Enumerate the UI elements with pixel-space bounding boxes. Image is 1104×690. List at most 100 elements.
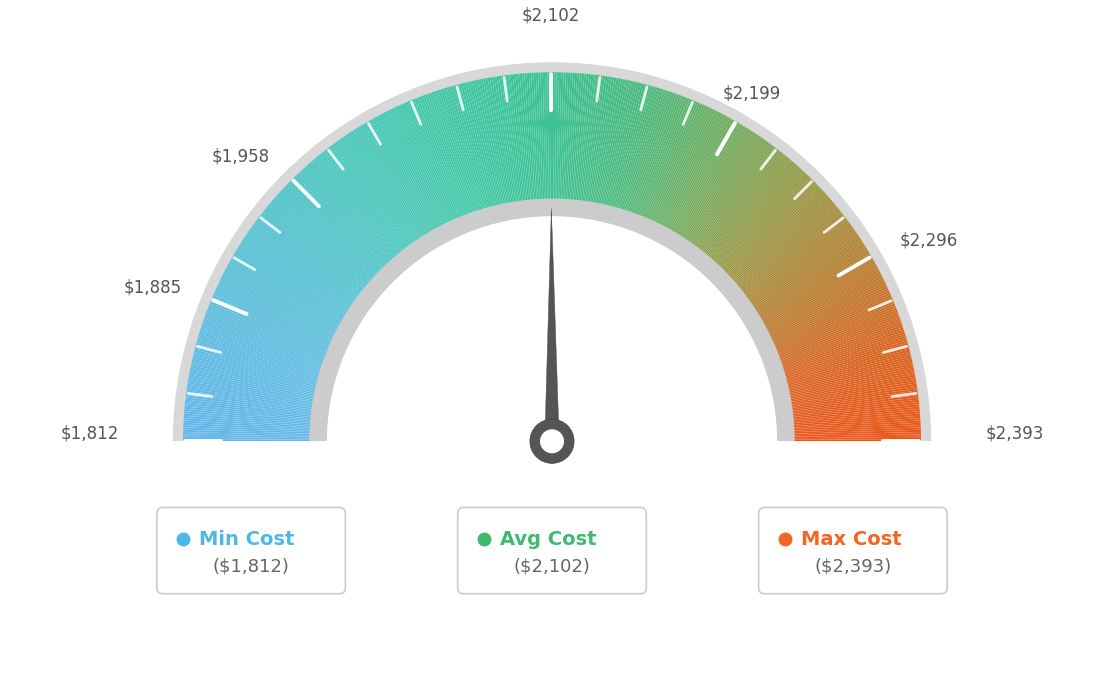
- Wedge shape: [358, 126, 427, 237]
- Wedge shape: [357, 127, 425, 237]
- Wedge shape: [535, 72, 543, 201]
- Wedge shape: [254, 222, 358, 299]
- Wedge shape: [611, 83, 644, 208]
- Wedge shape: [683, 132, 755, 241]
- Wedge shape: [380, 113, 442, 228]
- Wedge shape: [315, 157, 399, 257]
- Wedge shape: [765, 270, 880, 331]
- Wedge shape: [785, 347, 910, 382]
- Wedge shape: [344, 135, 418, 242]
- Wedge shape: [212, 295, 331, 347]
- Wedge shape: [736, 204, 837, 288]
- Wedge shape: [376, 116, 438, 230]
- Wedge shape: [726, 187, 821, 277]
- Wedge shape: [714, 169, 803, 265]
- Wedge shape: [646, 101, 699, 220]
- Wedge shape: [565, 73, 575, 201]
- Wedge shape: [187, 388, 314, 408]
- Wedge shape: [590, 77, 612, 204]
- Wedge shape: [778, 316, 900, 361]
- Text: ($2,102): ($2,102): [513, 558, 591, 576]
- Wedge shape: [664, 115, 725, 229]
- Wedge shape: [793, 420, 921, 429]
- Wedge shape: [347, 133, 420, 242]
- Wedge shape: [577, 75, 594, 202]
- Wedge shape: [563, 72, 571, 201]
- Wedge shape: [212, 297, 330, 348]
- Wedge shape: [778, 314, 900, 359]
- Wedge shape: [620, 88, 659, 211]
- Wedge shape: [730, 192, 826, 280]
- Wedge shape: [741, 213, 843, 294]
- Wedge shape: [622, 88, 661, 211]
- Wedge shape: [234, 251, 346, 319]
- Wedge shape: [173, 62, 931, 442]
- Wedge shape: [789, 379, 916, 402]
- Wedge shape: [769, 284, 887, 340]
- Wedge shape: [295, 175, 385, 269]
- Wedge shape: [414, 98, 464, 218]
- Wedge shape: [209, 304, 329, 353]
- Wedge shape: [194, 350, 319, 383]
- Text: $2,296: $2,296: [900, 231, 957, 249]
- Wedge shape: [270, 201, 370, 286]
- Wedge shape: [231, 257, 343, 323]
- Wedge shape: [520, 73, 532, 201]
- Wedge shape: [712, 166, 799, 263]
- Wedge shape: [222, 274, 338, 333]
- Wedge shape: [707, 159, 790, 258]
- Wedge shape: [612, 83, 646, 208]
- Wedge shape: [602, 80, 630, 206]
- Wedge shape: [445, 88, 484, 211]
- Wedge shape: [781, 325, 903, 367]
- Wedge shape: [682, 131, 754, 239]
- Wedge shape: [485, 78, 510, 204]
- Wedge shape: [783, 336, 906, 374]
- Wedge shape: [640, 98, 690, 218]
- Wedge shape: [240, 244, 349, 313]
- Wedge shape: [193, 354, 318, 386]
- Wedge shape: [660, 111, 720, 227]
- Wedge shape: [552, 72, 554, 201]
- Wedge shape: [731, 194, 827, 281]
- Wedge shape: [191, 361, 317, 391]
- Wedge shape: [588, 77, 609, 204]
- Wedge shape: [301, 169, 390, 265]
- Wedge shape: [432, 92, 475, 214]
- Wedge shape: [440, 89, 480, 212]
- Wedge shape: [232, 255, 344, 322]
- Wedge shape: [317, 155, 400, 256]
- Wedge shape: [265, 208, 365, 290]
- Wedge shape: [756, 246, 866, 315]
- Wedge shape: [686, 135, 760, 242]
- Wedge shape: [183, 425, 311, 432]
- Text: $2,393: $2,393: [985, 424, 1043, 442]
- Wedge shape: [267, 204, 368, 288]
- Wedge shape: [471, 81, 501, 206]
- Wedge shape: [360, 125, 428, 236]
- Wedge shape: [790, 395, 919, 413]
- Wedge shape: [183, 423, 311, 431]
- Wedge shape: [298, 172, 388, 267]
- Wedge shape: [666, 116, 728, 230]
- Wedge shape: [775, 304, 895, 353]
- Wedge shape: [786, 356, 912, 387]
- Wedge shape: [463, 83, 495, 208]
- Text: $2,102: $2,102: [522, 6, 580, 24]
- Wedge shape: [274, 197, 371, 283]
- Wedge shape: [793, 437, 921, 440]
- Wedge shape: [626, 90, 668, 213]
- Wedge shape: [702, 152, 784, 254]
- Wedge shape: [305, 166, 392, 263]
- Wedge shape: [183, 413, 312, 424]
- Wedge shape: [510, 75, 527, 202]
- Wedge shape: [467, 81, 498, 207]
- Wedge shape: [233, 253, 344, 320]
- Wedge shape: [655, 108, 711, 224]
- Wedge shape: [783, 338, 907, 375]
- Wedge shape: [382, 112, 443, 228]
- Wedge shape: [728, 188, 822, 277]
- Wedge shape: [582, 75, 601, 203]
- Wedge shape: [191, 363, 317, 392]
- Wedge shape: [490, 77, 513, 204]
